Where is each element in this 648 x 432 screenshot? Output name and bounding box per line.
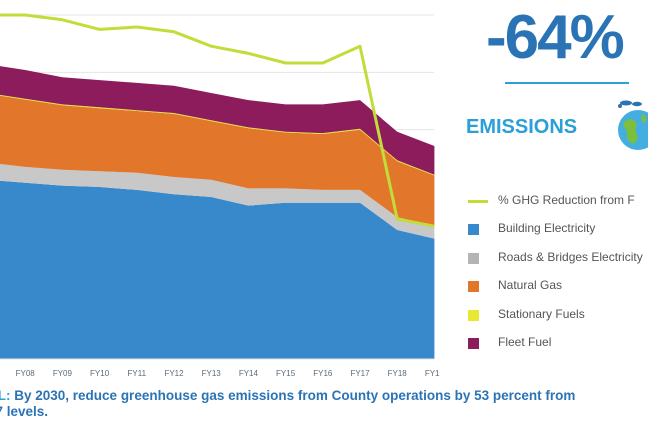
headline-stat: -64% — [486, 3, 625, 72]
legend-item-ghg-reduction: % GHG Reduction from F — [468, 190, 648, 218]
area-fleet-fuel — [0, 66, 435, 175]
goal-prefix: AL: — [0, 388, 11, 403]
legend-swatch — [468, 309, 479, 321]
chart-legend: % GHG Reduction from F Building Electric… — [468, 190, 648, 360]
chart-areas — [0, 66, 435, 359]
legend-item-natural-gas: Natural Gas — [468, 275, 648, 303]
x-tick-label: FY13 — [202, 369, 222, 378]
legend-label: % GHG Reduction from F — [498, 193, 635, 207]
emissions-chart: FY08 FY09 FY10 FY11 FY12 FY13 FY14 FY15 FY16 FY17… — [0, 13, 440, 378]
chart-line — [0, 13, 435, 228]
legend-item-stationary-fuels: Stationary Fuels — [468, 304, 648, 332]
legend-label: Fleet Fuel — [498, 334, 552, 349]
x-tick-label: FY18 — [388, 369, 408, 378]
legend-label: Roads & Bridges Electricity — [498, 249, 643, 264]
x-tick-label: FY12 — [164, 369, 184, 378]
x-tick-label: FY16 — [313, 369, 333, 378]
legend-item-roads-bridges: Roads & Bridges Electricity — [468, 247, 648, 275]
legend-item-building-electricity: Building Electricity — [468, 218, 648, 246]
x-tick-label: FY19 — [425, 369, 440, 378]
area-natural-gas — [0, 95, 435, 226]
globe-icon — [618, 100, 648, 150]
legend-label: Stationary Fuels — [498, 306, 585, 321]
x-axis-ticks: FY08 FY09 FY10 FY11 FY12 FY13 FY14 FY15 FY16 FY17… — [16, 369, 440, 378]
x-tick-label: FY09 — [53, 369, 73, 378]
x-tick-label: FY17 — [350, 369, 370, 378]
emissions-label: EMISSIONS — [466, 116, 578, 138]
legend-label: Natural Gas — [498, 278, 563, 293]
legend-swatch — [468, 252, 479, 264]
x-tick-label: FY11 — [128, 369, 147, 378]
legend-label: Building Electricity — [498, 221, 596, 236]
legend-swatch — [468, 200, 488, 203]
x-tick-label: FY15 — [276, 369, 296, 378]
legend-item-fleet-fuel: Fleet Fuel — [468, 332, 648, 360]
x-tick-label: FY10 — [90, 369, 110, 378]
ghg-reduction-line — [0, 13, 435, 228]
x-tick-label: FY14 — [239, 369, 259, 378]
legend-swatch — [468, 224, 479, 236]
area-building-electricity — [0, 180, 435, 359]
area-roads-bridges-electricity — [0, 163, 435, 239]
legend-swatch — [468, 337, 479, 349]
goal-body: By 2030, reduce greenhouse gas emissions… — [0, 388, 576, 419]
legend-swatch — [468, 281, 479, 293]
headline-divider — [505, 82, 629, 84]
goal-statement: AL: By 2030, reduce greenhouse gas emiss… — [0, 388, 648, 420]
x-tick-label: FY08 — [16, 369, 36, 378]
